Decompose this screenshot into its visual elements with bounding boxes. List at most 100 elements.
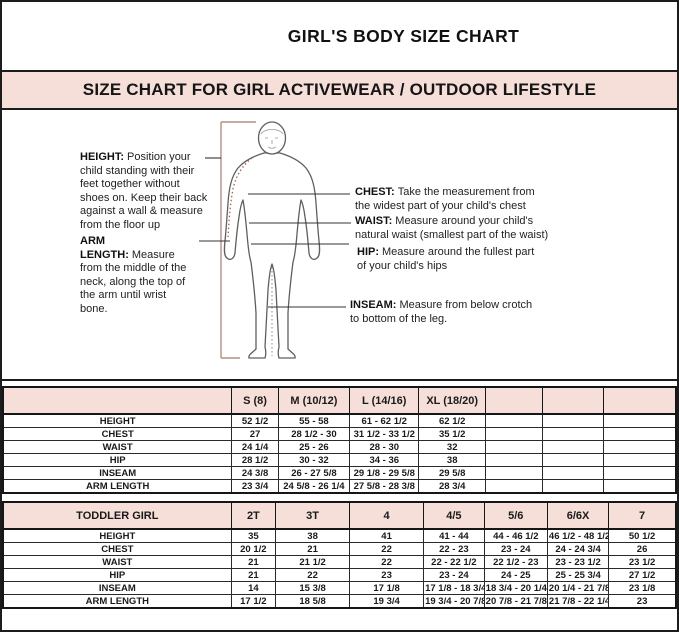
size-cell: 24 1/4 [231,440,279,454]
size-cell: 22 [349,555,425,569]
row-label: CHEST [2,427,233,441]
column-header [485,386,544,415]
waist-term: WAIST: [355,215,393,227]
measurement-diagram: HEIGHT: Position your child standing with… [2,110,677,381]
column-header: 7 [608,501,677,530]
banner: SIZE CHART FOR GIRL ACTIVEWEAR / OUTDOOR… [2,70,677,110]
size-cell: 41 [349,528,425,543]
hip-text: Measure around the fullest part of your … [357,246,535,272]
size-cell [485,453,544,467]
size-cell: 41 - 44 [423,528,485,543]
size-cell: 24 - 25 [483,568,548,582]
header-row: S (8) M (10/12) L (14/16) XL (18/20) [2,386,677,415]
table-row: WAIST 24 1/4 25 - 26 28 - 30 32 [2,440,677,454]
size-cell: 21 [230,555,277,569]
size-cell: 23 - 24 [423,568,485,582]
row-label: CHEST [2,542,232,556]
inseam-instruction: INSEAM: Measure from below crotch to bott… [350,299,542,326]
size-cell: 38 [275,528,351,543]
size-cell: 30 - 32 [277,453,351,467]
size-cell: 28 - 30 [349,440,420,454]
table-row: HIP 28 1/2 30 - 32 34 - 36 38 [2,453,677,467]
column-header [542,386,605,415]
size-cell: 46 1/2 - 48 1/2 [546,528,610,543]
size-cell: 22 1/2 - 23 [483,555,548,569]
size-cell: 32 [418,440,487,454]
leader-lines [199,157,351,308]
size-cell: 23 [608,594,677,609]
tables-section: S (8) M (10/12) L (14/16) XL (18/20) HEIGHT 5… [2,381,677,609]
table-row: ARM LENGTH 23 3/4 24 5/8 - 26 1/4 27 5/8 - … [2,479,677,494]
size-cell [603,427,677,441]
size-cell: 61 - 62 1/2 [349,413,420,428]
page-title: GIRL'S BODY SIZE CHART [287,25,520,46]
column-header: S (8) [231,386,279,415]
size-cell [603,466,677,480]
size-cell: 17 1/8 - 18 3/4 [423,581,485,595]
size-cell: 21 7/8 - 22 1/4 [546,594,610,609]
size-cell: 14 [230,581,277,595]
child-head [257,121,287,155]
title-band: GIRL'S BODY SIZE CHART [2,2,677,70]
size-cell: 24 3/8 [231,466,279,480]
toddler-size-table: TODDLER GIRL 2T 3T 4 4/5 5/6 6/6X 7 HEIGHT 35 38 41… [2,501,677,609]
column-header: 4/5 [423,501,485,530]
girl-size-table: S (8) M (10/12) L (14/16) XL (18/20) HEIGHT 5… [2,386,677,494]
size-cell: 23 1/8 [608,581,677,595]
size-cell: 62 1/2 [418,413,487,428]
size-cell [542,440,605,454]
size-cell: 18 5/8 [275,594,351,609]
size-cell: 31 1/2 - 33 1/2 [349,427,420,441]
size-cell: 22 [349,542,425,556]
waist-instruction: WAIST: Measure around your child's natura… [355,215,557,242]
table-row: WAIST 21 21 1/2 22 22 - 22 1/2 22 1/2 - 23 23 … [2,555,677,569]
size-cell [603,453,677,467]
size-cell: 20 1/2 [230,542,277,556]
size-cell: 27 5/8 - 28 3/8 [349,479,420,494]
size-cell: 22 [275,568,351,582]
hip-term: HIP: [357,246,379,258]
size-cell: 22 - 23 [423,542,485,556]
size-cell: 21 [230,568,277,582]
inseam-text: Measure from below crotch to bottom of t… [350,299,533,325]
size-cell: 35 1/2 [418,427,487,441]
size-cell: 23 1/2 [608,555,677,569]
size-cell [485,440,544,454]
table-row: ARM LENGTH 17 1/2 18 5/8 19 3/4 19 3/4 - 20 … [2,594,677,609]
size-cell: 15 3/8 [275,581,351,595]
size-cell: 25 - 26 [277,440,351,454]
size-cell: 24 5/8 - 26 1/4 [277,479,351,494]
column-header [2,386,233,415]
size-cell: 23 [349,568,425,582]
column-header [603,386,677,415]
row-label: INSEAM [2,466,233,480]
row-label: ARM LENGTH [2,479,233,494]
size-cell [603,479,677,494]
row-label: WAIST [2,555,232,569]
size-cell [542,427,605,441]
row-label: WAIST [2,440,233,454]
size-cell: 17 1/2 [230,594,277,609]
row-label: HEIGHT [2,413,233,428]
table-row: HEIGHT 35 38 41 41 - 44 44 - 46 1/2 46 1/2 - 4… [2,528,677,543]
height-term: HEIGHT: [80,151,124,163]
size-cell: 29 5/8 [418,466,487,480]
size-cell: 18 3/4 - 20 1/4 [483,581,548,595]
size-cell: 21 [275,542,351,556]
size-cell [542,453,605,467]
column-header: 5/6 [483,501,548,530]
size-cell: 28 1/2 [231,453,279,467]
table-row: INSEAM 14 15 3/8 17 1/8 17 1/8 - 18 3/4 18 3/… [2,581,677,595]
header-row: TODDLER GIRL 2T 3T 4 4/5 5/6 6/6X 7 [2,501,677,530]
table-row: HIP 21 22 23 23 - 24 24 - 25 25 - 25 3/4 27 1/2 [2,568,677,582]
face-details [260,129,284,149]
column-header: XL (18/20) [418,386,487,415]
column-header: M (10/12) [277,386,351,415]
size-cell: 55 - 58 [277,413,351,428]
size-cell: 34 - 36 [349,453,420,467]
size-cell [485,479,544,494]
column-header: TODDLER GIRL [2,501,232,530]
column-header: 6/6X [546,501,610,530]
size-cell: 26 [608,542,677,556]
size-cell [542,413,605,428]
